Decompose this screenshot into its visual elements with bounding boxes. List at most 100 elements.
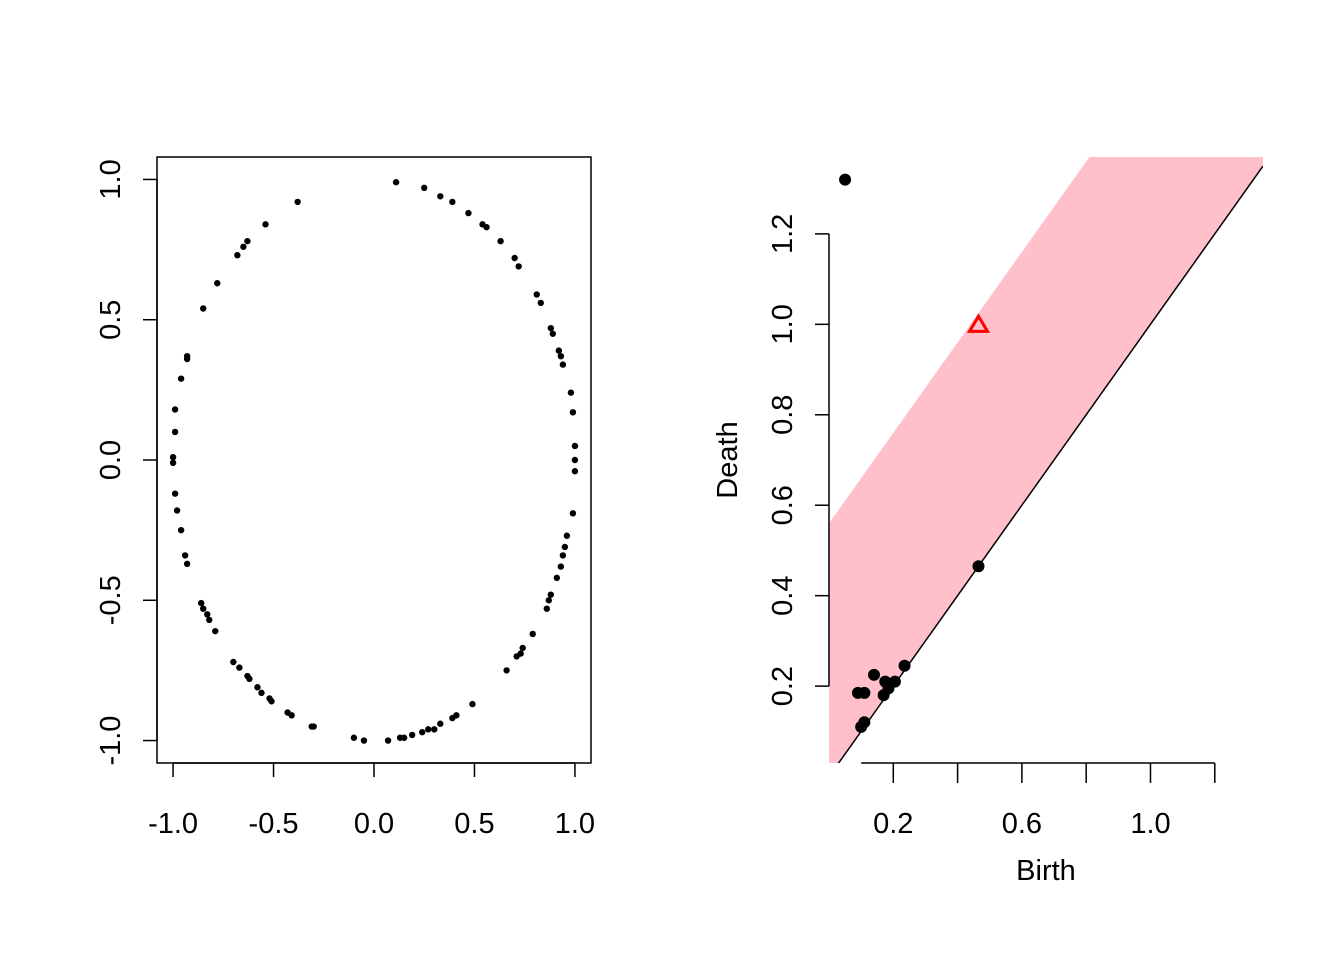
persistence-point-11 [855, 720, 868, 733]
data-point-31 [529, 630, 536, 638]
data-point-3 [449, 198, 456, 206]
data-point-54 [266, 695, 273, 702]
persistence-diagram: 0.2 0.6 1.0 0.2 0.4 0.6 0.8 1.0 1.2 Birth Death [712, 157, 1263, 887]
death-tick-label-5: 1.2 [767, 214, 799, 254]
data-point-6 [483, 223, 490, 231]
data-point-62 [206, 616, 213, 624]
data-point-12 [547, 324, 555, 332]
birth-tick-label-9: 1.0 [1130, 808, 1170, 840]
death-tick-label-2: 0.6 [767, 485, 799, 525]
data-point-4 [465, 209, 472, 217]
data-point-27 [553, 574, 561, 582]
data-point-46 [384, 737, 392, 744]
data-point-22 [569, 510, 577, 517]
persistence-point-3 [868, 668, 881, 681]
death-tick-label-1: 0.4 [767, 576, 799, 616]
significant-feature-marker-0 [966, 313, 991, 333]
data-point-83 [262, 221, 269, 228]
data-point-14 [555, 347, 563, 354]
data-point-82 [244, 237, 251, 245]
x-tick-label-0: -1.0 [148, 808, 198, 840]
x-tick-label-4: 1.0 [555, 808, 595, 840]
data-point-9 [515, 263, 522, 270]
data-point-56 [254, 684, 261, 691]
data-point-36 [469, 700, 476, 708]
diagonal-line [837, 165, 1263, 763]
x-axis: -1.0 -0.5 0.0 0.5 1.0 [148, 762, 595, 840]
point-cloud-points [169, 179, 579, 744]
data-point-34 [513, 653, 520, 660]
birth-tick-label-5: 0.6 [1002, 808, 1042, 840]
point-cloud-plot: -1.0 -0.5 0.0 0.5 1.0 -1.0 -0.5 0.0 0.5 1.0 [95, 156, 595, 840]
data-point-66 [183, 560, 191, 568]
data-point-47 [360, 737, 368, 744]
data-point-79 [214, 280, 221, 287]
data-point-70 [171, 490, 179, 497]
data-point-20 [571, 456, 579, 464]
persistence-point-2 [898, 659, 911, 672]
data-point-29 [545, 597, 553, 604]
data-point-74 [171, 406, 179, 413]
data-point-0 [392, 179, 400, 186]
persistence-point-8 [858, 686, 871, 699]
birth-axis-title: Birth [1016, 855, 1076, 887]
data-point-25 [559, 552, 567, 559]
y-tick-label-2: 0.0 [95, 440, 127, 480]
data-point-52 [284, 709, 291, 716]
data-point-61 [212, 627, 219, 635]
data-point-73 [171, 428, 179, 436]
data-point-16 [559, 361, 567, 368]
x-tick-label-3: 0.5 [454, 808, 494, 840]
data-point-64 [200, 605, 207, 612]
data-point-81 [240, 243, 247, 250]
data-point-41 [425, 726, 432, 733]
data-point-32 [519, 644, 526, 652]
data-point-18 [569, 409, 577, 416]
persistence-point-0 [839, 173, 852, 186]
data-point-1 [421, 184, 428, 192]
data-point-23 [563, 532, 571, 539]
data-point-84 [294, 198, 301, 206]
data-point-39 [437, 720, 444, 727]
y-axis: -1.0 -0.5 0.0 0.5 1.0 [95, 159, 158, 766]
y-tick-label-0: -1.0 [95, 716, 127, 766]
data-point-65 [198, 599, 205, 607]
data-point-40 [431, 726, 438, 733]
data-point-24 [561, 543, 569, 551]
data-point-19 [571, 442, 579, 450]
death-tick-label-3: 0.8 [767, 395, 799, 435]
data-point-67 [181, 552, 189, 559]
data-point-69 [173, 507, 181, 514]
data-point-71 [169, 459, 177, 467]
data-point-7 [497, 237, 504, 245]
y-tick-label-3: 0.5 [95, 300, 127, 340]
data-point-11 [537, 299, 544, 307]
data-point-8 [511, 254, 518, 262]
data-point-78 [200, 305, 207, 312]
birth-axis: 0.2 0.6 1.0 [861, 762, 1216, 840]
death-tick-label-0: 0.2 [767, 666, 799, 706]
data-point-17 [567, 389, 575, 396]
data-point-43 [408, 731, 416, 739]
data-point-63 [204, 611, 211, 618]
data-point-58 [244, 672, 251, 680]
data-point-72 [169, 453, 177, 461]
x-tick-label-2: 0.0 [354, 808, 394, 840]
data-point-10 [533, 291, 540, 298]
data-point-28 [547, 591, 555, 598]
data-point-13 [549, 330, 557, 337]
y-tick-label-1: -0.5 [95, 575, 127, 625]
data-point-21 [571, 468, 579, 475]
death-axis-title: Death [712, 421, 744, 498]
death-tick-label-4: 1.0 [767, 304, 799, 344]
persistence-point-9 [877, 689, 890, 702]
data-point-80 [234, 251, 241, 259]
data-point-30 [543, 605, 550, 612]
x-tick-label-1: -0.5 [249, 808, 299, 840]
death-axis: 0.2 0.4 0.6 0.8 1.0 1.2 [767, 214, 830, 706]
data-point-45 [396, 734, 404, 741]
data-point-15 [557, 352, 565, 360]
confidence-band [829, 157, 1263, 763]
data-point-35 [503, 667, 510, 674]
